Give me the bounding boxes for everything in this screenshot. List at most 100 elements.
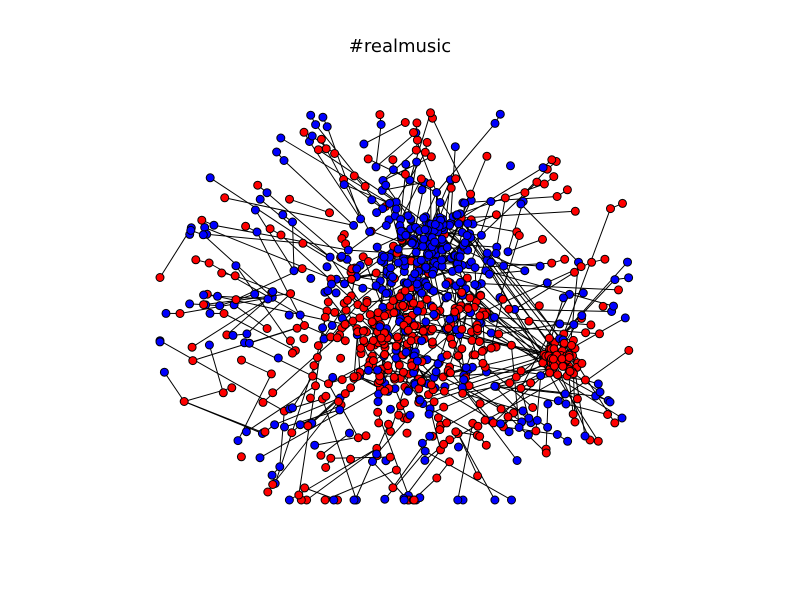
node xyxy=(400,169,410,179)
node xyxy=(309,361,319,371)
node xyxy=(391,465,401,475)
node xyxy=(539,179,549,189)
node xyxy=(614,285,623,295)
node xyxy=(419,213,429,223)
edge xyxy=(184,401,263,434)
node xyxy=(412,306,422,316)
node xyxy=(598,301,608,311)
node xyxy=(205,308,215,318)
node xyxy=(217,268,227,278)
node xyxy=(511,372,521,382)
node xyxy=(523,430,533,440)
node xyxy=(374,418,384,428)
edge xyxy=(344,184,390,204)
node xyxy=(356,214,366,224)
node xyxy=(250,289,260,299)
node xyxy=(237,355,246,365)
node xyxy=(412,135,422,145)
node xyxy=(385,452,395,462)
node xyxy=(295,310,305,320)
node xyxy=(316,450,326,460)
edge xyxy=(509,317,626,384)
node xyxy=(384,419,393,429)
node xyxy=(268,388,278,398)
node xyxy=(372,242,382,252)
node xyxy=(552,192,562,201)
node xyxy=(359,336,369,345)
node xyxy=(473,324,482,333)
node xyxy=(565,366,575,376)
node xyxy=(610,275,620,285)
node xyxy=(600,254,610,264)
edge xyxy=(356,270,388,278)
node xyxy=(316,134,326,144)
node xyxy=(287,348,297,358)
node xyxy=(538,234,547,244)
node xyxy=(329,495,339,505)
edge xyxy=(496,197,506,248)
node xyxy=(343,245,353,255)
node xyxy=(506,340,516,350)
node xyxy=(327,279,336,289)
edge xyxy=(246,293,291,335)
node xyxy=(532,177,542,187)
edge xyxy=(375,124,382,167)
node xyxy=(452,210,462,220)
node xyxy=(188,356,198,366)
node xyxy=(481,440,491,450)
node xyxy=(486,328,496,338)
node xyxy=(422,294,432,304)
node xyxy=(441,280,451,289)
node xyxy=(260,427,270,437)
edge xyxy=(549,372,623,419)
node xyxy=(451,427,461,437)
node xyxy=(311,120,321,130)
node xyxy=(499,261,509,271)
node xyxy=(518,406,528,416)
node xyxy=(330,149,340,158)
node xyxy=(268,287,278,297)
node xyxy=(401,159,411,169)
node xyxy=(486,197,496,206)
edge xyxy=(289,198,330,214)
edge xyxy=(382,156,432,181)
node xyxy=(409,128,418,137)
node xyxy=(411,247,421,257)
node xyxy=(361,431,371,441)
node xyxy=(230,271,240,281)
node xyxy=(534,301,544,311)
node xyxy=(541,448,551,458)
node xyxy=(535,261,545,271)
node xyxy=(349,220,359,230)
node xyxy=(300,321,309,330)
node xyxy=(538,163,548,173)
node xyxy=(323,297,333,307)
node xyxy=(367,317,377,327)
node xyxy=(470,350,480,360)
edge xyxy=(403,449,441,499)
node xyxy=(417,185,427,195)
node xyxy=(340,279,349,289)
node xyxy=(425,431,435,441)
node xyxy=(482,248,492,258)
node xyxy=(503,247,513,257)
edge xyxy=(298,385,316,496)
node xyxy=(386,263,396,273)
node xyxy=(433,413,443,423)
node xyxy=(204,258,214,268)
node xyxy=(332,333,342,343)
node xyxy=(480,415,490,425)
edge xyxy=(304,325,331,338)
node xyxy=(284,310,294,320)
edge xyxy=(179,296,273,314)
node xyxy=(450,307,460,317)
node xyxy=(379,252,389,262)
edge xyxy=(343,179,383,210)
node xyxy=(473,421,483,431)
node xyxy=(198,230,208,240)
edge xyxy=(280,137,390,204)
edge xyxy=(292,375,314,409)
node xyxy=(380,311,390,321)
edge xyxy=(259,388,381,459)
